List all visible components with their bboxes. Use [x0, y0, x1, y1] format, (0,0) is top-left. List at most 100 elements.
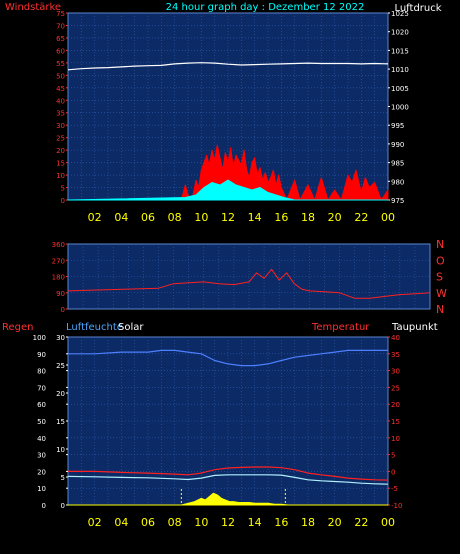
direction-compass-label: W [436, 287, 447, 300]
y-tick-label: 180 [52, 274, 65, 282]
y-tick-label: 60 [56, 47, 65, 55]
y-tick-label: 10 [56, 172, 65, 180]
y-tick-label: 20 [37, 468, 46, 476]
dewpoint-axis-title: Taupunkt [391, 322, 438, 333]
x-tick-label: 20 [328, 211, 342, 224]
y-tick-label: 270 [52, 257, 65, 265]
x-tick-label: 00 [381, 516, 395, 529]
y-tick-label: 35 [391, 351, 400, 359]
y-tick-label: 60 [37, 401, 46, 409]
humidity-axis-title: Luftfeuchte [66, 322, 123, 333]
y-tick-label: 975 [391, 197, 404, 205]
y-tick-label: 1015 [391, 47, 409, 55]
x-tick-label: 22 [354, 516, 368, 529]
x-tick-label: 12 [221, 516, 235, 529]
y-tick-label: 25 [391, 384, 400, 392]
x-tick-label: 22 [354, 211, 368, 224]
humidity-series-line [68, 349, 388, 367]
direction-compass-label: N [436, 303, 444, 316]
y-tick-label: 40 [56, 97, 65, 105]
x-tick-label: 10 [194, 516, 208, 529]
x-tick-label: 08 [168, 211, 182, 224]
x-tick-label: 16 [274, 211, 288, 224]
direction-compass-label: S [436, 271, 443, 284]
y-tick-label: 45 [56, 85, 65, 93]
humidity-temperature-panel: Regen Luftfeuchte Solar Temperatur Taupu… [2, 322, 438, 529]
wind-pressure-panel: 02 04 06 08 10 12 14 16 18 20 22 000510152025303540… [56, 10, 409, 224]
y-tick-label: 995 [391, 122, 404, 130]
x-tick-label: 04 [114, 211, 128, 224]
y-tick-label: 5 [61, 474, 65, 482]
y-tick-label: 55 [56, 60, 65, 68]
x-tick-label: 02 [88, 516, 102, 529]
x-tick-label: 06 [141, 516, 155, 529]
y-tick-label: 50 [56, 72, 65, 80]
y-tick-label: 5 [391, 452, 395, 460]
y-tick-label: 40 [391, 334, 400, 342]
y-tick-label: 15 [56, 160, 65, 168]
y-tick-label: 30 [56, 334, 65, 342]
y-tick-label: 1005 [391, 85, 409, 93]
y-tick-label: 70 [56, 22, 65, 30]
y-tick-label: 990 [391, 141, 404, 149]
y-tick-label: 20 [56, 147, 65, 155]
x-tick-label: 02 [88, 211, 102, 224]
y-tick-label: 90 [56, 290, 65, 298]
chart-title: 24 hour graph day : Dezember 12 2022 [166, 2, 365, 13]
wind-average-series [67, 179, 389, 201]
direction-compass-label: N [436, 238, 444, 251]
temperature-axis-title: Temperatur [311, 322, 370, 333]
y-tick-label: 65 [56, 35, 65, 43]
solar-axis-title: Solar [118, 322, 144, 333]
y-tick-label: 10 [391, 435, 400, 443]
direction-compass-label: O [436, 254, 445, 267]
y-tick-label: -5 [391, 485, 398, 493]
y-tick-label: 0 [61, 502, 65, 510]
x-tick-label: 16 [274, 516, 288, 529]
wind-axis-title: Windstärke [5, 2, 61, 13]
y-tick-label: 20 [391, 401, 400, 409]
y-tick-label: 10 [37, 485, 46, 493]
y-tick-label: 10 [56, 446, 65, 454]
y-tick-label: 80 [37, 368, 46, 376]
temperature-series-line [68, 466, 389, 481]
y-tick-label: 0 [42, 502, 46, 510]
y-tick-label: 20 [56, 390, 65, 398]
x-tick-label: 10 [194, 211, 208, 224]
y-tick-label: 0 [61, 306, 65, 314]
x-tick-label: 18 [301, 211, 315, 224]
y-tick-label: -10 [391, 502, 402, 510]
dewpoint-series-line [67, 474, 389, 485]
y-tick-label: 980 [391, 178, 404, 186]
y-tick-label: 5 [61, 185, 65, 193]
pressure-axis-title: Luftdruck [394, 3, 441, 14]
y-tick-label: 90 [37, 351, 46, 359]
y-tick-label: 15 [56, 418, 65, 426]
y-tick-label: 15 [391, 418, 400, 426]
y-tick-label: 1020 [391, 29, 409, 37]
y-tick-label: 0 [61, 197, 65, 205]
y-tick-label: 75 [56, 10, 65, 18]
y-tick-label: 40 [37, 435, 46, 443]
y-tick-label: 0 [391, 468, 395, 476]
x-tick-label: 06 [141, 211, 155, 224]
pressure-series-line [67, 62, 389, 71]
y-tick-label: 35 [56, 110, 65, 118]
y-tick-label: 360 [52, 241, 65, 249]
wind-direction-series-line [67, 268, 431, 299]
y-tick-label: 1000 [391, 104, 409, 112]
y-tick-label: 30 [37, 452, 46, 460]
y-tick-label: 100 [33, 334, 46, 342]
x-tick-label: 14 [248, 516, 262, 529]
x-tick-label: 00 [381, 211, 395, 224]
rain-axis-title: Regen [2, 322, 34, 333]
y-tick-label: 50 [37, 418, 46, 426]
x-tick-label: 14 [248, 211, 262, 224]
x-tick-label: 12 [221, 211, 235, 224]
x-tick-label: 18 [301, 516, 315, 529]
y-tick-label: 985 [391, 160, 404, 168]
x-tick-label: 20 [328, 516, 342, 529]
y-tick-label: 25 [56, 135, 65, 143]
